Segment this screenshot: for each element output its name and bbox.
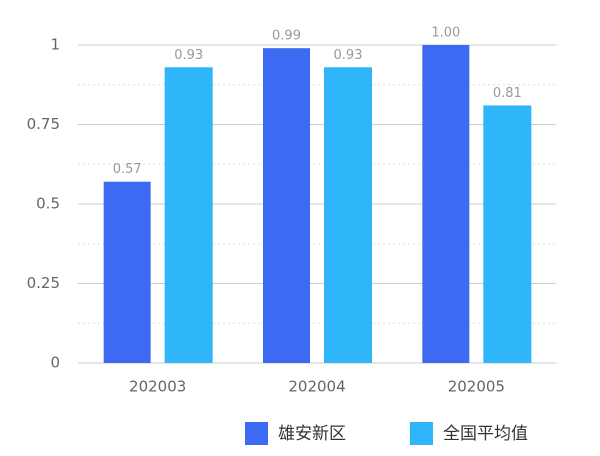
bar bbox=[103, 181, 151, 363]
legend-swatch bbox=[410, 422, 433, 445]
y-tick-label: 0.25 bbox=[27, 274, 60, 292]
y-tick-label: 1 bbox=[50, 36, 60, 54]
bar bbox=[263, 48, 310, 364]
y-tick-label: 0 bbox=[50, 354, 60, 372]
value-label: 0.99 bbox=[272, 29, 301, 44]
value-label: 0.93 bbox=[334, 48, 363, 63]
value-label: 0.57 bbox=[113, 162, 142, 177]
y-tick-label: 0.75 bbox=[27, 115, 60, 133]
bar bbox=[422, 45, 470, 363]
value-label: 1.00 bbox=[431, 26, 460, 41]
y-tick-label: 0.5 bbox=[36, 195, 60, 213]
x-tick-label: 202003 bbox=[129, 378, 186, 396]
legend-swatch bbox=[245, 422, 268, 445]
value-label: 0.81 bbox=[493, 86, 522, 101]
bar bbox=[324, 67, 372, 363]
legend-label: 雄安新区 bbox=[278, 424, 346, 444]
value-label: 0.93 bbox=[174, 48, 203, 63]
legend-label: 全国平均值 bbox=[443, 424, 528, 444]
x-tick-label: 202004 bbox=[288, 378, 345, 396]
bar bbox=[164, 67, 213, 363]
x-tick-label: 202005 bbox=[448, 378, 505, 396]
bar bbox=[483, 105, 532, 364]
